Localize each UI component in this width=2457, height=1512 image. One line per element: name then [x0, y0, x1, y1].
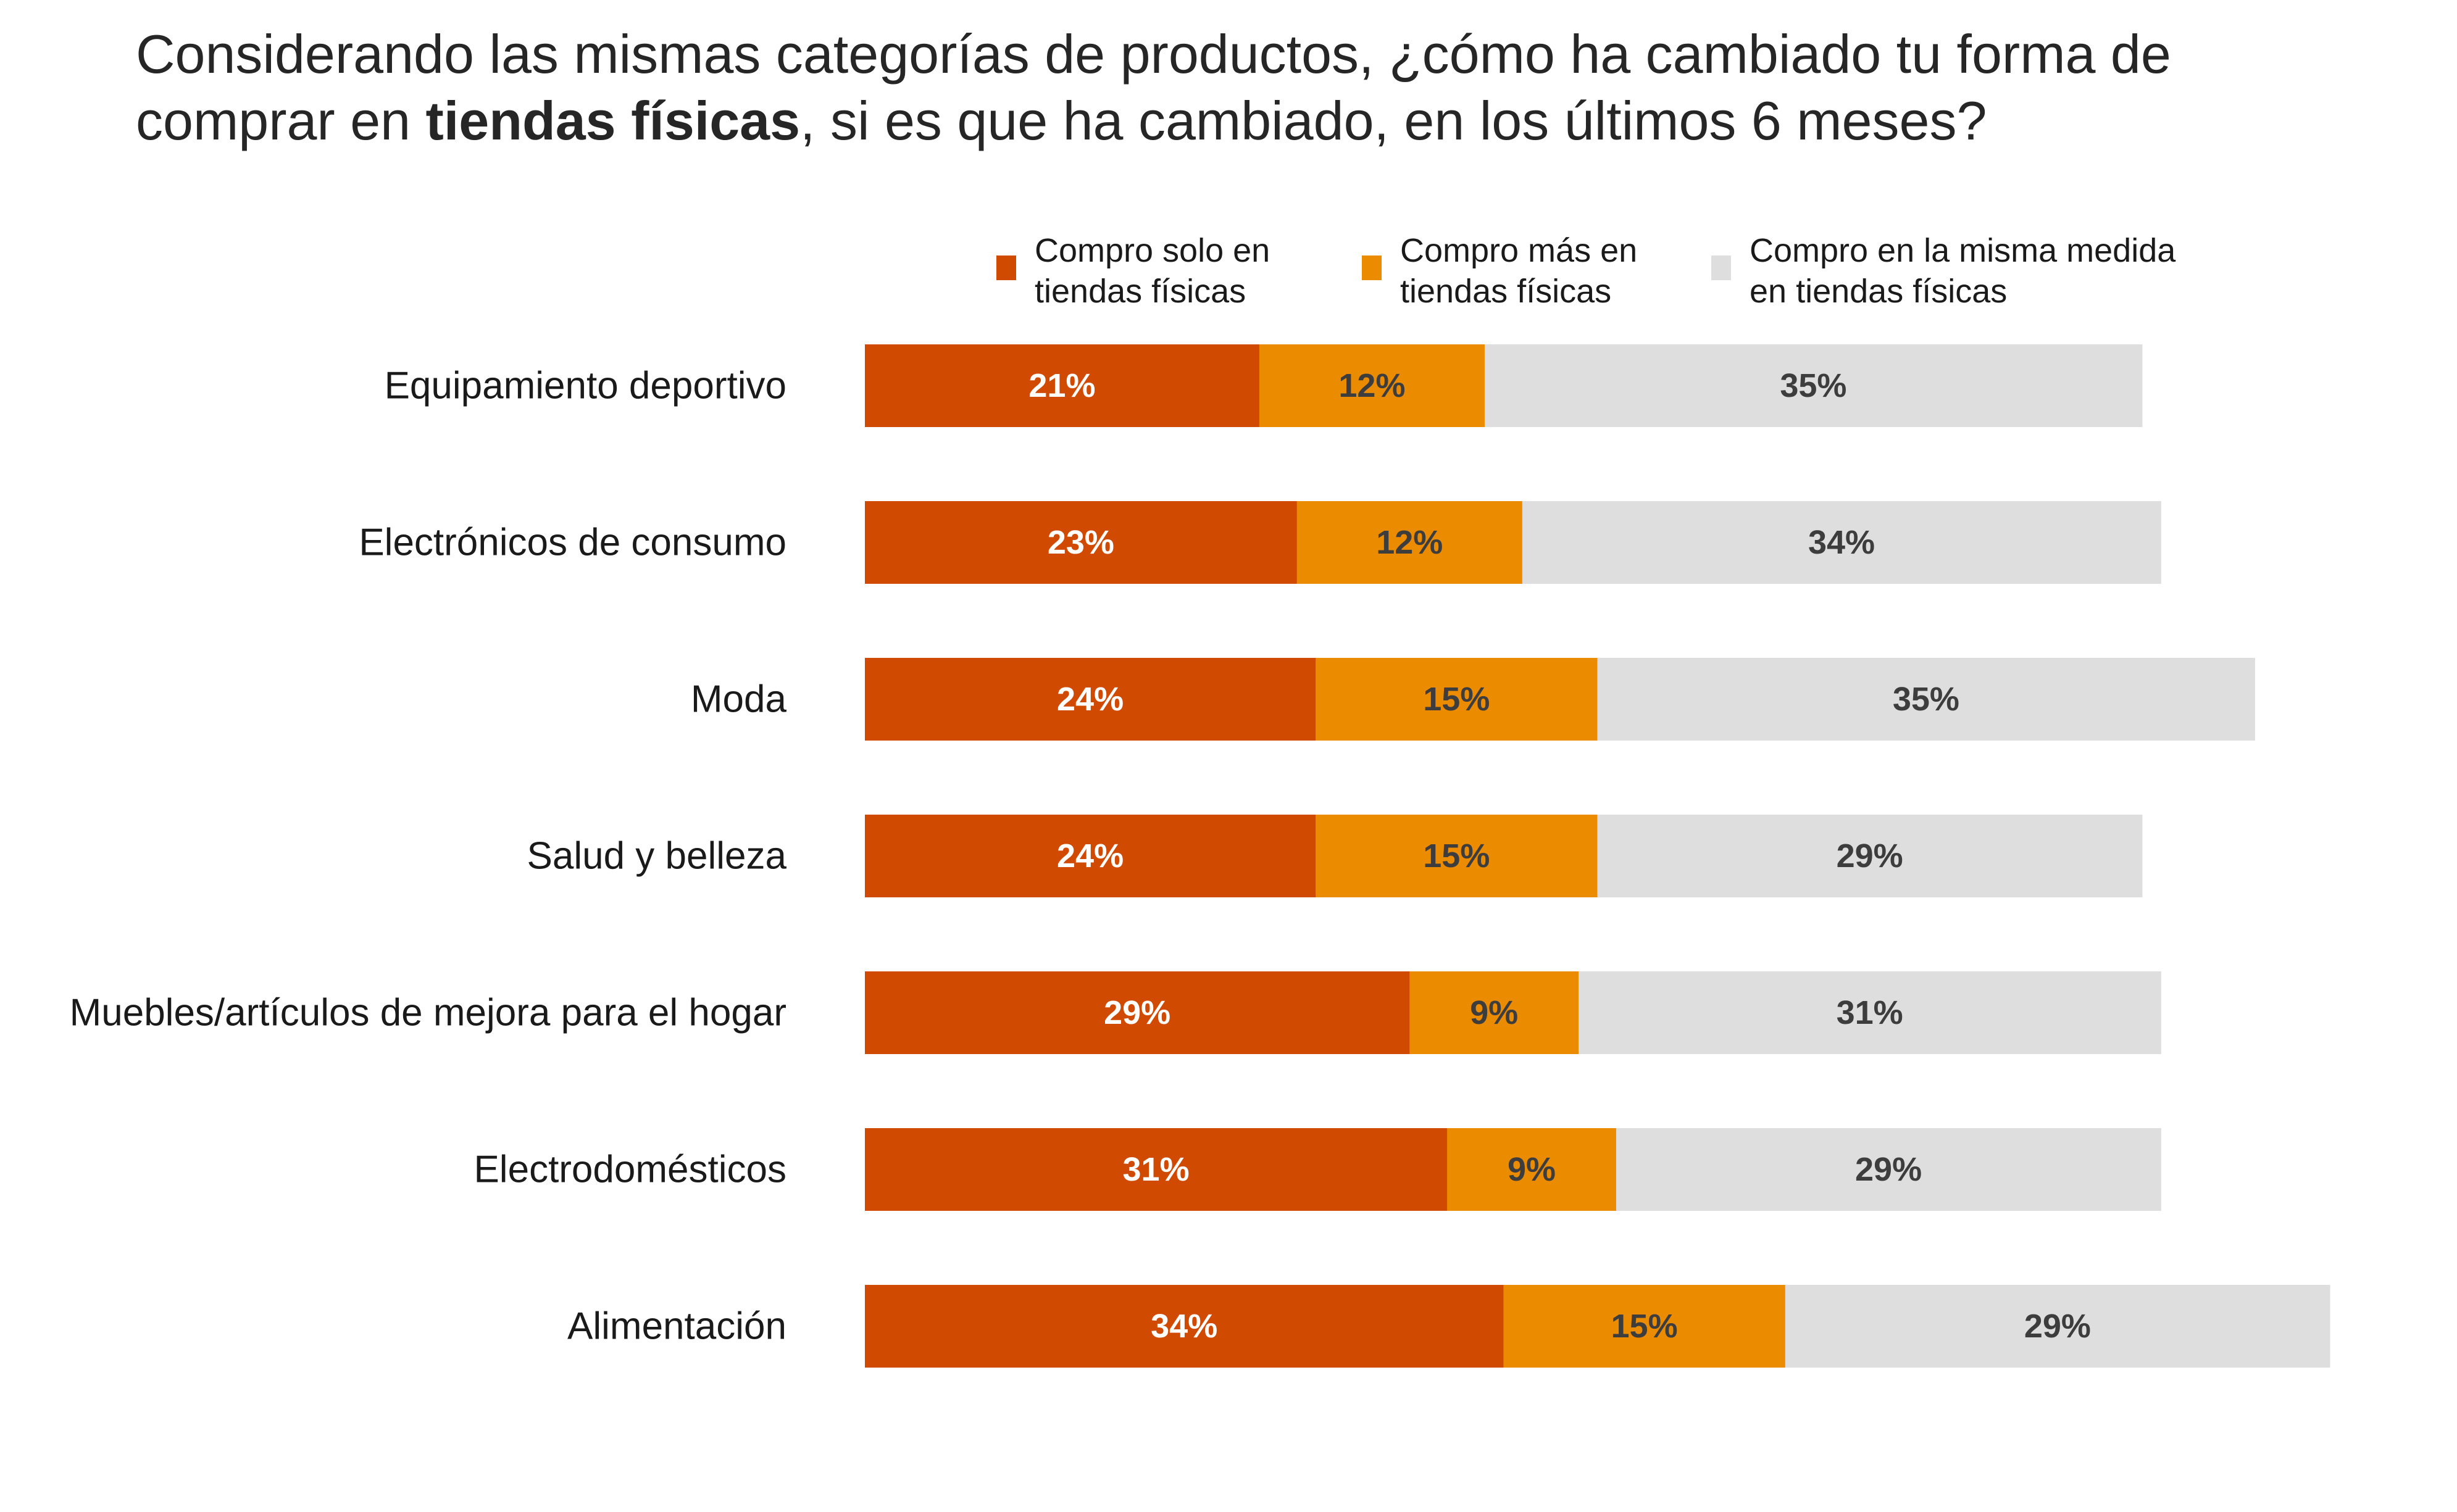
bar-segment-series-3 — [1785, 1285, 2330, 1368]
data-label: 35% — [1780, 367, 1846, 404]
category-label: Electrodomésticos — [473, 1149, 786, 1191]
bar-row: 23% 12% 34% — [865, 501, 2161, 584]
bar-segment-series-2 — [1316, 658, 1598, 741]
legend-label: Compro solo en — [1035, 232, 1270, 269]
bar-row: 34% 15% 29% — [865, 1285, 2330, 1368]
legend-label: Compro en la misma medida — [1750, 232, 2176, 269]
bar-segment-series-2 — [1503, 1285, 1786, 1368]
data-label: 24% — [1057, 681, 1124, 718]
data-label: 21% — [1028, 367, 1095, 404]
bar-segment-series-2 — [1316, 815, 1598, 897]
data-label: 35% — [1893, 681, 1959, 718]
data-label: 24% — [1057, 837, 1124, 874]
bar-segment-series-2 — [1259, 344, 1485, 427]
bar-row: 24% 15% 29% — [865, 815, 2143, 897]
bar-row: 31% 9% 29% — [865, 1128, 2161, 1211]
bar-segment-series-3 — [1597, 658, 2255, 741]
category-axis-labels: Equipamiento deportivo Electrónicos de co… — [70, 365, 787, 1348]
legend-item: Compro en la misma medida en tiendas físi… — [1711, 232, 2176, 310]
data-label: 31% — [1123, 1151, 1190, 1188]
category-label: Muebles/artículos de mejora para el hoga… — [70, 992, 786, 1034]
category-label: Salud y belleza — [527, 835, 787, 878]
data-label: 9% — [1508, 1151, 1556, 1188]
data-label: 31% — [1837, 994, 1903, 1031]
title-line-2-bold: tiendas físicas — [425, 90, 801, 151]
bar-segment-series-3 — [1616, 1128, 2161, 1211]
category-label: Electrónicos de consumo — [359, 521, 786, 564]
data-label: 15% — [1423, 837, 1490, 874]
category-label: Alimentación — [567, 1305, 786, 1348]
bar-segment-series-1 — [865, 1285, 1504, 1368]
category-label: Equipamiento deportivo — [385, 365, 786, 407]
data-label: 29% — [1104, 994, 1170, 1031]
category-label: Moda — [691, 678, 787, 721]
legend-label: tiendas físicas — [1400, 273, 1611, 310]
data-label: 34% — [1151, 1308, 1217, 1345]
bar-segment-series-3 — [1579, 971, 2161, 1054]
bar-row: 21% 12% 35% — [865, 344, 2143, 427]
data-label: 29% — [2024, 1308, 2091, 1345]
bar-row: 29% 9% 31% — [865, 971, 2161, 1054]
legend-label: en tiendas físicas — [1750, 273, 2007, 310]
data-label: 12% — [1338, 367, 1405, 404]
bar-segment-series-3 — [1597, 815, 2143, 897]
bar-segment-series-3 — [1522, 501, 2161, 584]
title-line-1: Considerando las mismas categorías de pr… — [136, 23, 2171, 85]
legend-label: tiendas físicas — [1035, 273, 1246, 310]
data-label: 29% — [1837, 837, 1903, 874]
bar-segment-series-1 — [865, 344, 1260, 427]
legend-item: Compro solo en tiendas físicas — [996, 232, 1270, 310]
legend-swatch — [1711, 255, 1731, 280]
bar-segment-series-1 — [865, 1128, 1448, 1211]
bar-row: 24% 15% 35% — [865, 658, 2255, 741]
legend-swatch — [1362, 255, 1382, 280]
bar-segment-series-2 — [1447, 1128, 1617, 1211]
bar-segment-series-2 — [1296, 501, 1523, 584]
bar-segment-series-1 — [865, 971, 1410, 1054]
title-line-2-prefix: comprar en — [136, 90, 426, 151]
legend-label: Compro más en — [1400, 232, 1637, 269]
data-label: 15% — [1423, 681, 1490, 718]
legend-swatch — [996, 255, 1016, 280]
data-label: 34% — [1808, 524, 1875, 561]
bar-segment-series-3 — [1484, 344, 2143, 427]
data-label: 23% — [1048, 524, 1114, 561]
data-label: 12% — [1376, 524, 1443, 561]
bar-segment-series-2 — [1409, 971, 1579, 1054]
bar-segment-series-1 — [865, 658, 1316, 741]
data-label: 9% — [1470, 994, 1518, 1031]
bar-segment-series-1 — [865, 815, 1316, 897]
bar-groups: 21% 12% 35% 23% 12% 34% 24% 15% 35% 24% 15% 29% 29% 9… — [865, 344, 2330, 1368]
legend-item: Compro más en tiendas físicas — [1362, 232, 1637, 310]
data-label: 29% — [1855, 1151, 1922, 1188]
title-line-2-suffix: , si es que ha cambiado, en los últimos … — [800, 90, 1987, 151]
chart-title: Considerando las mismas categorías de pr… — [136, 21, 2358, 154]
data-label: 15% — [1611, 1308, 1678, 1345]
bar-segment-series-1 — [865, 501, 1298, 584]
